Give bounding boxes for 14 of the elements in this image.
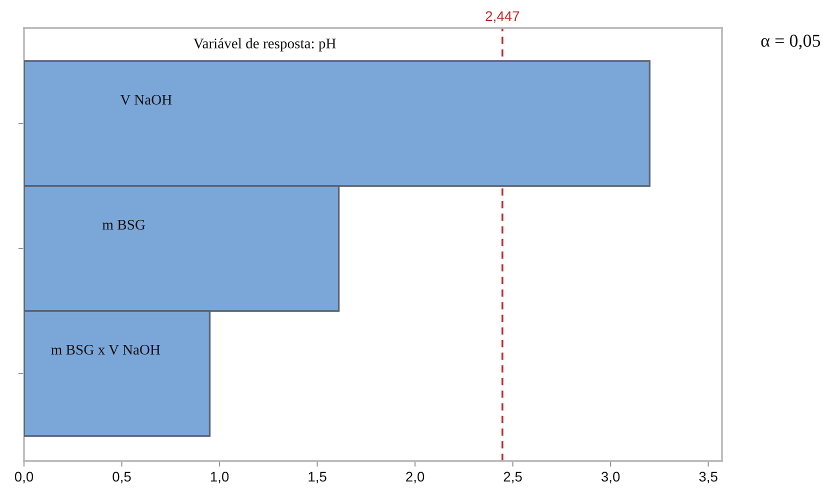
x-tick-label: 3,5	[699, 472, 718, 484]
text: α = 0,05	[761, 34, 820, 50]
y-tick-label: V NaOH	[120, 94, 172, 105]
x-tick-label: 2,0	[406, 472, 424, 484]
x-tick-label: 2,5	[504, 472, 522, 484]
x-tick-label: 0,0	[14, 472, 34, 484]
text: Variável de resposta: pH	[194, 38, 336, 52]
ref-line-label: 2,447	[486, 11, 520, 23]
y-tick-label: m BSG	[102, 220, 146, 230]
y-tick-label: m BSG x V NaOH	[51, 344, 160, 355]
x-tick-label: 1,0	[210, 472, 229, 484]
x-tick-label: 3,0	[601, 472, 620, 484]
x-tick-label: 1,5	[308, 472, 326, 484]
x-tick-label: 0,5	[112, 472, 131, 484]
